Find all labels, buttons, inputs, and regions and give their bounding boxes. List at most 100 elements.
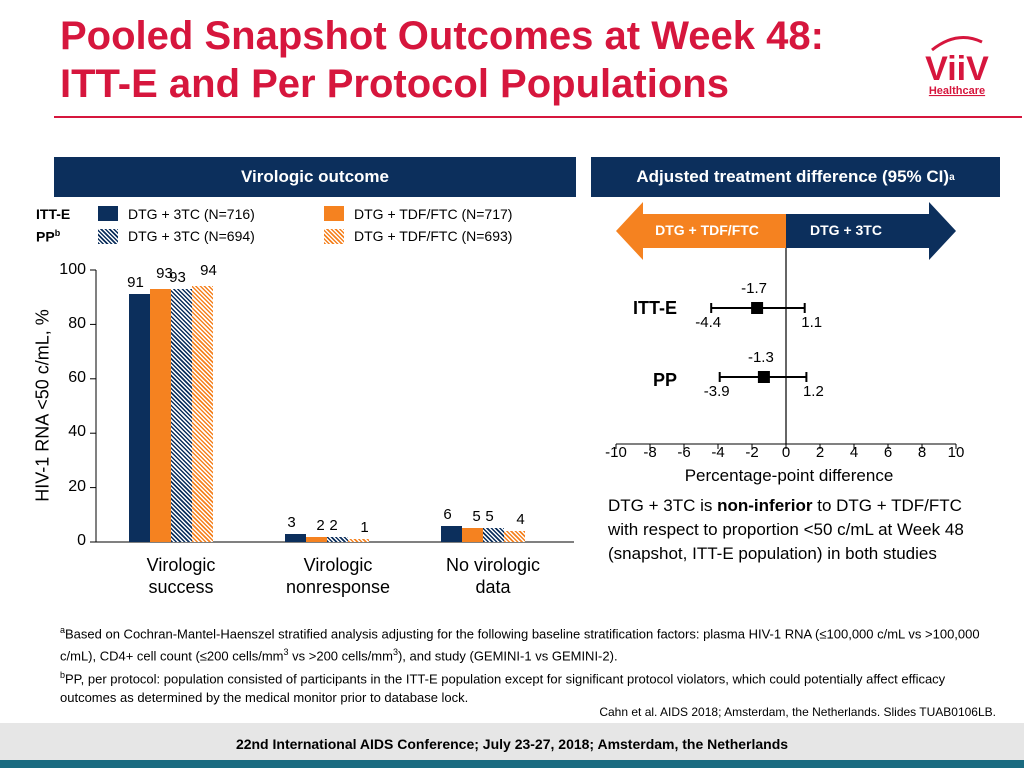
bar-itte-dtg3tc-1: [285, 533, 306, 542]
category-label-virologic-success: Virologic success: [111, 554, 251, 598]
footnote-a-text-1: Based on Cochran-Mantel-Haenszel stratif…: [60, 626, 980, 664]
footer-conference: 22nd International AIDS Conference; July…: [235, 736, 789, 752]
footnotes: aBased on Cochran-Mantel-Haenszel strati…: [60, 621, 1000, 707]
legend-pp-sup: b: [54, 228, 61, 238]
y-tick-20: 20: [68, 478, 86, 495]
forest-upper-label-1: 1.2: [802, 383, 824, 400]
bar-label-itte-tdf-1: 2: [316, 516, 325, 534]
treatment-difference-header-text: Adjusted treatment difference (95% CI): [636, 167, 950, 186]
bar-pp-tdf-0: [192, 286, 213, 542]
bar-itte-tdf-2: [462, 528, 483, 542]
footnote-a-text-3: ), and study (GEMINI-1 vs GEMINI-2).: [397, 648, 618, 664]
y-tick-40: 40: [68, 423, 86, 440]
slide-title: Pooled Snapshot Outcomes at Week 48: ITT…: [60, 12, 900, 108]
legend-pp-text: PP: [36, 228, 55, 245]
logo-sub: Healthcare: [929, 85, 985, 97]
forest-x-tick-label: 10: [947, 444, 965, 461]
favors-3tc-arrow: [786, 202, 956, 260]
forest-point-estimate-0: [751, 302, 764, 314]
footnote-a-marker: a: [60, 625, 66, 635]
bar-label-pp-tdf-2: 4: [516, 511, 525, 529]
category-label-line: success: [148, 577, 214, 597]
bar-label-pp-dtg3tc-1: 2: [329, 516, 338, 534]
bar-label-itte-dtg3tc-2: 6: [443, 505, 452, 523]
forest-x-tick-label: -2: [745, 444, 759, 461]
bar-itte-tdf-0: [150, 289, 171, 542]
legend-itte-label: ITT-E: [36, 206, 71, 222]
y-tick-80: 80: [68, 315, 86, 332]
conclusion-bold: non-inferior: [717, 496, 813, 515]
bar-label-pp-dtg3tc-0: 93: [169, 269, 186, 287]
legend-itte-tdf: DTG + TDF/FTC (N=717): [354, 206, 513, 222]
footnote-a: aBased on Cochran-Mantel-Haenszel strati…: [60, 621, 1000, 666]
y-tick-0: 0: [77, 532, 86, 549]
favors-3tc-label: DTG + 3TC: [810, 222, 882, 238]
bar-pp-dtg3tc-0: [171, 289, 192, 542]
bar-label-itte-dtg3tc-0: 91: [127, 274, 144, 292]
bar-label-pp-tdf-0: 94: [200, 262, 217, 280]
category-label-no-virologic-data: No virologic data: [423, 554, 563, 598]
bar-label-itte-tdf-2: 5: [472, 508, 481, 526]
virologic-outcome-header: Virologic outcome: [54, 157, 576, 197]
y-tick-100: 100: [59, 261, 86, 278]
forest-upper-label-0: 1.1: [801, 314, 823, 331]
category-label-virologic-nonresponse: Virologic nonresponse: [268, 554, 408, 598]
forest-x-tick-label: 4: [849, 444, 859, 461]
title-divider: [54, 116, 1022, 118]
footnote-a-text-2: vs >200 cells/mm: [288, 648, 393, 664]
footer-stripe: [0, 760, 1024, 768]
forest-point-estimate-1: [757, 371, 770, 383]
bar-label-pp-dtg3tc-2: 5: [485, 508, 494, 526]
footnote-b-text: PP, per protocol: population consisted o…: [60, 670, 946, 705]
bar-pp-tdf-1: [348, 539, 369, 542]
treatment-difference-header: Adjusted treatment difference (95% CI) a: [591, 157, 1000, 197]
y-tick-60: 60: [68, 369, 86, 386]
forest-row-label-pp: PP: [652, 370, 677, 390]
legend-itte-dtg3tc: DTG + 3TC (N=716): [128, 206, 255, 222]
bar-pp-dtg3tc-1: [327, 536, 348, 542]
forest-x-tick-label: 0: [781, 444, 791, 461]
bar-label-itte-tdf-0: 93: [156, 265, 173, 283]
footnote-a-sup-3a: 3: [283, 647, 289, 658]
legend-pp-dtg3tc: DTG + 3TC (N=694): [128, 228, 255, 244]
bar-pp-dtg3tc-2: [483, 528, 504, 542]
forest-x-axis-label: Percentage-point difference: [684, 466, 894, 485]
footnote-b-marker: b: [60, 669, 66, 680]
forest-x-tick-label: 2: [815, 444, 825, 461]
category-label-line: nonresponse: [285, 577, 391, 597]
bar-itte-dtg3tc-2: [441, 525, 462, 542]
title-line-2: ITT-E and Per Protocol Populations: [60, 62, 729, 106]
virologic-outcome-header-text: Virologic outcome: [241, 167, 389, 186]
viiv-logo: ViiV Healthcare: [912, 28, 1002, 100]
forest-x-tick-label: 6: [883, 444, 893, 461]
category-label-line: data: [475, 577, 511, 597]
legend-swatch-itte-dtg3tc: [98, 206, 118, 221]
forest-lower-label-1: -3.9: [703, 383, 730, 400]
bar-pp-tdf-2: [504, 531, 525, 542]
category-label-line: Virologic: [146, 555, 216, 575]
legend-swatch-pp-dtg3tc: [98, 229, 118, 244]
legend-pp-label: PPb: [36, 228, 60, 245]
bar-itte-tdf-1: [306, 536, 327, 542]
bar-chart: 0 20 40 60 80 100 Virologic success Viro…: [0, 0, 600, 620]
treatment-difference-header-sup: a: [949, 171, 955, 183]
forest-estimate-label-1: -1.3: [747, 349, 774, 366]
category-label-line: No virologic: [445, 555, 541, 575]
citation: Cahn et al. AIDS 2018; Amsterdam, the Ne…: [599, 705, 996, 719]
forest-x-tick-label: -8: [643, 444, 657, 461]
bar-itte-dtg3tc-0: [129, 294, 150, 542]
forest-plot: DTG + TDF/FTC DTG + 3TC ITT-E PP -10 -8 -6…: [591, 200, 1001, 465]
conclusion-text: DTG + 3TC is non-inferior to DTG + TDF/F…: [608, 494, 978, 566]
legend-swatch-itte-tdf: [324, 206, 344, 221]
bar-label-itte-dtg3tc-1: 3: [287, 513, 296, 531]
forest-row-label-itte: ITT-E: [633, 298, 677, 318]
forest-lower-label-0: -4.4: [695, 314, 722, 331]
bar-chart-axes-svg: [90, 269, 574, 543]
logo-brand: ViiV: [925, 50, 989, 88]
favors-tdf-label: DTG + TDF/FTC: [655, 222, 759, 238]
footnote-b: bPP, per protocol: population consisted …: [60, 666, 1000, 707]
title-line-1: Pooled Snapshot Outcomes at Week 48:: [60, 14, 824, 58]
footnote-a-sup-3b: 3: [392, 647, 398, 658]
forest-plot-svg: [615, 202, 957, 449]
conclusion-part-2: to DTG + TDF/FTC with respect to proport…: [608, 496, 964, 563]
